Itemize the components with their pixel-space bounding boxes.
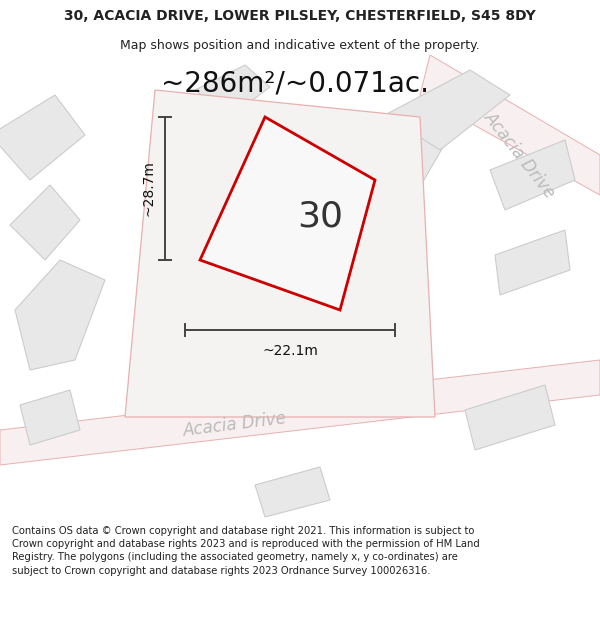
Polygon shape [195,65,270,117]
Polygon shape [465,385,555,450]
Polygon shape [420,55,600,195]
Polygon shape [0,360,600,465]
Polygon shape [255,467,330,517]
Polygon shape [490,140,575,210]
Text: 30, ACACIA DRIVE, LOWER PILSLEY, CHESTERFIELD, S45 8DY: 30, ACACIA DRIVE, LOWER PILSLEY, CHESTER… [64,9,536,24]
Text: Acacia Drive: Acacia Drive [481,108,559,202]
Polygon shape [200,117,375,310]
Polygon shape [20,390,80,445]
Text: 30: 30 [297,200,343,234]
Text: Acacia Drive: Acacia Drive [182,410,288,440]
Polygon shape [125,90,435,417]
Polygon shape [305,115,450,230]
Polygon shape [495,230,570,295]
Polygon shape [15,260,105,370]
Polygon shape [10,185,80,260]
Text: Contains OS data © Crown copyright and database right 2021. This information is : Contains OS data © Crown copyright and d… [12,526,480,576]
Text: ~28.7m: ~28.7m [141,161,155,216]
Text: ~286m²/~0.071ac.: ~286m²/~0.071ac. [161,69,429,97]
Text: ~22.1m: ~22.1m [262,344,318,358]
Polygon shape [0,95,85,180]
Polygon shape [385,70,510,150]
Text: Map shows position and indicative extent of the property.: Map shows position and indicative extent… [120,39,480,52]
